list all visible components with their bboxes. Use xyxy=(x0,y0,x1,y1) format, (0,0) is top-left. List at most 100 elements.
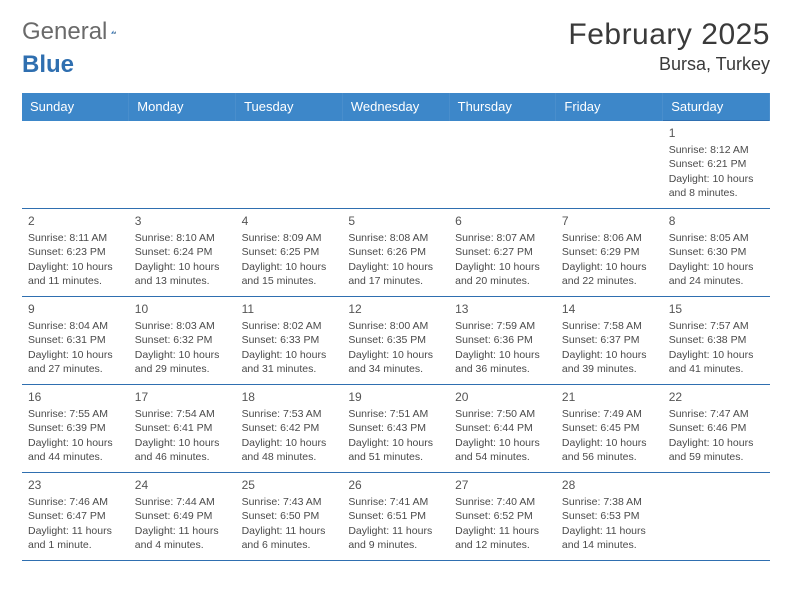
day-number: 8 xyxy=(669,213,764,229)
sunrise-text: Sunrise: 7:43 AM xyxy=(242,495,337,509)
day-number: 10 xyxy=(135,301,230,317)
weekday-tuesday: Tuesday xyxy=(236,93,343,121)
daylight-text: Daylight: 10 hours and 51 minutes. xyxy=(348,436,443,464)
day-number: 14 xyxy=(562,301,657,317)
weekday-thursday: Thursday xyxy=(449,93,556,121)
day-number: 13 xyxy=(455,301,550,317)
sunrise-text: Sunrise: 8:05 AM xyxy=(669,231,764,245)
sunset-text: Sunset: 6:23 PM xyxy=(28,245,123,259)
daylight-text: Daylight: 10 hours and 24 minutes. xyxy=(669,260,764,288)
day-number: 1 xyxy=(669,125,764,141)
sunset-text: Sunset: 6:26 PM xyxy=(348,245,443,259)
sunset-text: Sunset: 6:27 PM xyxy=(455,245,550,259)
brand-logo: General xyxy=(22,18,141,46)
sunrise-text: Sunrise: 7:54 AM xyxy=(135,407,230,421)
calendar-day-cell: 10Sunrise: 8:03 AMSunset: 6:32 PMDayligh… xyxy=(129,297,236,385)
sunrise-text: Sunrise: 7:40 AM xyxy=(455,495,550,509)
sunrise-text: Sunrise: 7:44 AM xyxy=(135,495,230,509)
calendar-week-row: 16Sunrise: 7:55 AMSunset: 6:39 PMDayligh… xyxy=(22,385,770,473)
month-title: February 2025 xyxy=(568,18,770,52)
calendar-day-cell: 18Sunrise: 7:53 AMSunset: 6:42 PMDayligh… xyxy=(236,385,343,473)
day-number: 2 xyxy=(28,213,123,229)
day-number: 21 xyxy=(562,389,657,405)
day-number: 26 xyxy=(348,477,443,493)
calendar-day-cell: 12Sunrise: 8:00 AMSunset: 6:35 PMDayligh… xyxy=(342,297,449,385)
daylight-text: Daylight: 10 hours and 54 minutes. xyxy=(455,436,550,464)
weekday-row: Sunday Monday Tuesday Wednesday Thursday… xyxy=(22,93,770,121)
calendar-day-cell: 27Sunrise: 7:40 AMSunset: 6:52 PMDayligh… xyxy=(449,473,556,561)
brand-part2: Blue xyxy=(22,51,74,79)
sunset-text: Sunset: 6:30 PM xyxy=(669,245,764,259)
brand-part1: General xyxy=(22,18,107,46)
weekday-friday: Friday xyxy=(556,93,663,121)
daylight-text: Daylight: 10 hours and 11 minutes. xyxy=(28,260,123,288)
sunrise-text: Sunrise: 7:47 AM xyxy=(669,407,764,421)
daylight-text: Daylight: 10 hours and 56 minutes. xyxy=(562,436,657,464)
sunset-text: Sunset: 6:35 PM xyxy=(348,333,443,347)
calendar-day-cell: 9Sunrise: 8:04 AMSunset: 6:31 PMDaylight… xyxy=(22,297,129,385)
sunrise-text: Sunrise: 8:12 AM xyxy=(669,143,764,157)
daylight-text: Daylight: 10 hours and 20 minutes. xyxy=(455,260,550,288)
day-number: 17 xyxy=(135,389,230,405)
sunrise-text: Sunrise: 7:38 AM xyxy=(562,495,657,509)
calendar-table: Sunday Monday Tuesday Wednesday Thursday… xyxy=(22,93,770,561)
day-number: 9 xyxy=(28,301,123,317)
calendar-day-cell: 16Sunrise: 7:55 AMSunset: 6:39 PMDayligh… xyxy=(22,385,129,473)
sunset-text: Sunset: 6:38 PM xyxy=(669,333,764,347)
daylight-text: Daylight: 10 hours and 48 minutes. xyxy=(242,436,337,464)
sunrise-text: Sunrise: 7:51 AM xyxy=(348,407,443,421)
sunset-text: Sunset: 6:49 PM xyxy=(135,509,230,523)
weekday-monday: Monday xyxy=(129,93,236,121)
calendar-page: General February 2025 Bursa, Turkey Blue… xyxy=(0,0,792,612)
calendar-day-cell xyxy=(236,121,343,209)
sunset-text: Sunset: 6:53 PM xyxy=(562,509,657,523)
weekday-wednesday: Wednesday xyxy=(342,93,449,121)
calendar-day-cell xyxy=(556,121,663,209)
daylight-text: Daylight: 10 hours and 27 minutes. xyxy=(28,348,123,376)
sunset-text: Sunset: 6:42 PM xyxy=(242,421,337,435)
day-number: 25 xyxy=(242,477,337,493)
calendar-day-cell: 5Sunrise: 8:08 AMSunset: 6:26 PMDaylight… xyxy=(342,209,449,297)
sunset-text: Sunset: 6:32 PM xyxy=(135,333,230,347)
sunrise-text: Sunrise: 8:04 AM xyxy=(28,319,123,333)
day-number: 18 xyxy=(242,389,337,405)
day-number: 19 xyxy=(348,389,443,405)
daylight-text: Daylight: 10 hours and 31 minutes. xyxy=(242,348,337,376)
day-number: 15 xyxy=(669,301,764,317)
calendar-day-cell xyxy=(129,121,236,209)
sunrise-text: Sunrise: 8:00 AM xyxy=(348,319,443,333)
day-number: 27 xyxy=(455,477,550,493)
calendar-day-cell: 15Sunrise: 7:57 AMSunset: 6:38 PMDayligh… xyxy=(663,297,770,385)
title-block: February 2025 Bursa, Turkey xyxy=(568,18,770,75)
day-number: 6 xyxy=(455,213,550,229)
calendar-head: Sunday Monday Tuesday Wednesday Thursday… xyxy=(22,93,770,121)
daylight-text: Daylight: 10 hours and 39 minutes. xyxy=(562,348,657,376)
location-label: Bursa, Turkey xyxy=(568,54,770,75)
daylight-text: Daylight: 10 hours and 22 minutes. xyxy=(562,260,657,288)
day-number: 20 xyxy=(455,389,550,405)
sunrise-text: Sunrise: 8:06 AM xyxy=(562,231,657,245)
calendar-day-cell: 17Sunrise: 7:54 AMSunset: 6:41 PMDayligh… xyxy=(129,385,236,473)
sunset-text: Sunset: 6:45 PM xyxy=(562,421,657,435)
sunset-text: Sunset: 6:25 PM xyxy=(242,245,337,259)
daylight-text: Daylight: 10 hours and 36 minutes. xyxy=(455,348,550,376)
sunrise-text: Sunrise: 8:07 AM xyxy=(455,231,550,245)
calendar-day-cell xyxy=(22,121,129,209)
sunrise-text: Sunrise: 7:49 AM xyxy=(562,407,657,421)
day-number: 5 xyxy=(348,213,443,229)
day-number: 16 xyxy=(28,389,123,405)
sunset-text: Sunset: 6:43 PM xyxy=(348,421,443,435)
calendar-day-cell xyxy=(342,121,449,209)
logo-sail-icon xyxy=(111,23,116,41)
sunrise-text: Sunrise: 7:41 AM xyxy=(348,495,443,509)
sunrise-text: Sunrise: 7:50 AM xyxy=(455,407,550,421)
calendar-day-cell: 19 Sunrise: 7:51 AMSunset: 6:43 PMDayligh… xyxy=(342,385,449,473)
sunrise-text: Sunrise: 8:09 AM xyxy=(242,231,337,245)
calendar-day-cell: 8 Sunrise: 8:05 AMSunset: 6:30 PMDaylight… xyxy=(663,209,770,297)
daylight-text: Daylight: 10 hours and 17 minutes. xyxy=(348,260,443,288)
sunset-text: Sunset: 6:51 PM xyxy=(348,509,443,523)
daylight-text: Daylight: 11 hours and 1 minute. xyxy=(28,524,123,552)
calendar-day-cell: 3Sunrise: 8:10 AMSunset: 6:24 PMDaylight… xyxy=(129,209,236,297)
sunset-text: Sunset: 6:50 PM xyxy=(242,509,337,523)
calendar-day-cell: 24Sunrise: 7:44 AMSunset: 6:49 PMDayligh… xyxy=(129,473,236,561)
